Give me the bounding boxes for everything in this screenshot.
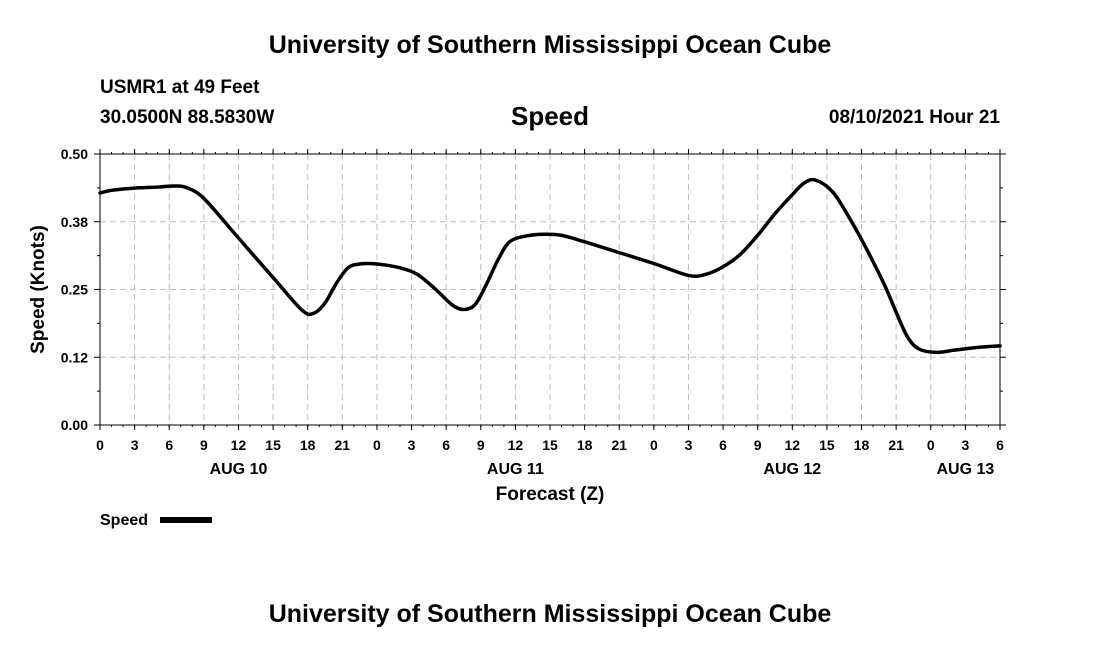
y-axis-label: Speed (Knots): [28, 225, 49, 354]
variable-title: Speed: [510, 101, 590, 131]
x-tick-label: 9: [754, 437, 762, 453]
x-tick-label: 12: [508, 437, 524, 453]
x-tick-label: 15: [542, 437, 558, 453]
x-tick-label: 3: [685, 437, 693, 453]
x-tick-label: 18: [577, 437, 593, 453]
axis-ticks: [94, 149, 1006, 430]
x-tick-label: 15: [265, 437, 281, 453]
series-layer: [98, 177, 1002, 355]
footer-title: University of Southern Mississippi Ocean…: [268, 600, 832, 628]
grid: [100, 154, 1000, 425]
x-tick-label: 3: [408, 437, 416, 453]
x-tick-label: 15: [819, 437, 835, 453]
x-tick-label: 6: [165, 437, 173, 453]
x-tick-label: 0: [373, 437, 381, 453]
x-tick-label: 21: [611, 437, 627, 453]
x-tick-label: 21: [888, 437, 904, 453]
x-tick-label: 9: [477, 437, 485, 453]
date-label: AUG 12: [763, 461, 821, 478]
axis-labels: 0 3 6 9 12 15 18 21 0 3 6 9 12 15 18 21 0 3 6 9 12 15 18 21 0 3 6 0…: [61, 146, 1004, 478]
station-name: USMR1 at 49 Feet: [100, 77, 260, 98]
x-tick-label: 6: [442, 437, 450, 453]
legend-label: Speed: [100, 512, 148, 529]
x-tick-label: 9: [200, 437, 208, 453]
y-tick-label: 0.12: [61, 349, 88, 365]
x-tick-label: 21: [335, 437, 351, 453]
date-label: AUG 11: [487, 461, 544, 478]
date-label: AUG 10: [210, 461, 268, 478]
x-tick-label: 12: [785, 437, 801, 453]
x-tick-label: 6: [996, 437, 1004, 453]
x-tick-label: 12: [231, 437, 247, 453]
forecast-timestamp: 08/10/2021 Hour 21: [828, 107, 1000, 128]
legend: Speed: [100, 512, 212, 529]
y-tick-label: 0.38: [61, 214, 88, 230]
series-line-speed: [98, 177, 1002, 355]
date-label: AUG 13: [936, 461, 994, 478]
y-tick-label: 0.50: [61, 146, 88, 162]
chart-title: University of Southern Mississippi Ocean…: [268, 31, 832, 59]
x-tick-label: 0: [927, 437, 935, 453]
x-tick-label: 6: [719, 437, 727, 453]
station-coordinates: 30.0500N 88.5830W: [100, 107, 275, 128]
x-tick-label: 18: [300, 437, 316, 453]
x-tick-label: 0: [650, 437, 658, 453]
y-tick-label: 0.00: [61, 417, 88, 433]
x-tick-label: 0: [96, 437, 104, 453]
x-tick-label: 3: [131, 437, 139, 453]
y-tick-label: 0.25: [61, 282, 88, 298]
x-axis-label: Forecast (Z): [496, 484, 605, 505]
x-tick-label: 18: [854, 437, 870, 453]
x-tick-label: 3: [961, 437, 969, 453]
